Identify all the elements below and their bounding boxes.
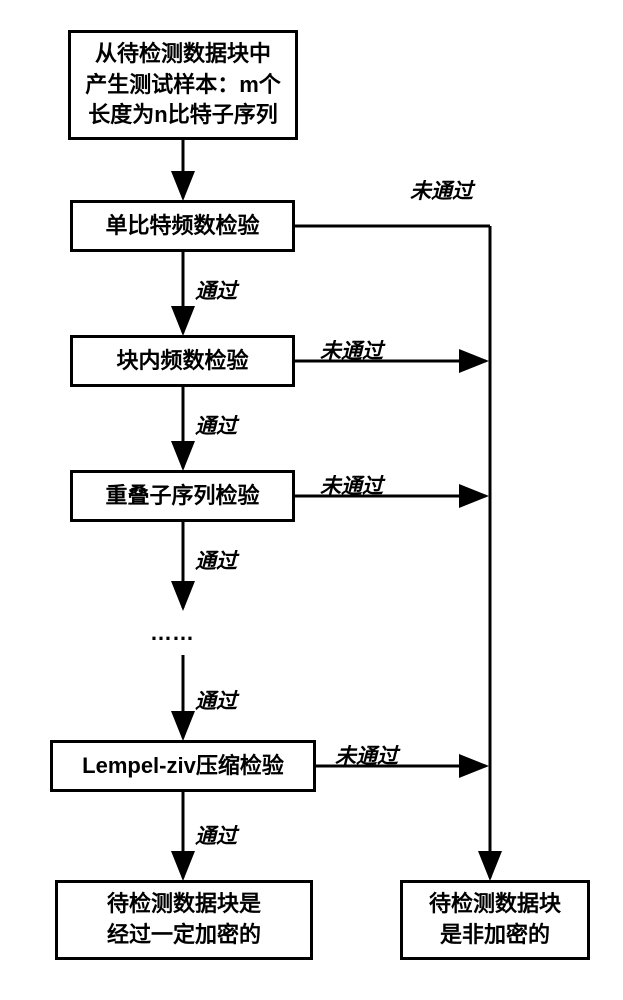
step2-box: 块内频数检验 (70, 335, 295, 387)
start-line3: 长度为n比特子序列 (85, 100, 281, 131)
result-pass-box: 待检测数据块是 经过一定加密的 (55, 880, 313, 960)
start-line1: 从待检测数据块中 (85, 39, 281, 70)
label-pass-5: 通过 (195, 820, 237, 850)
fail-line2: 是非加密的 (429, 920, 561, 951)
label-fail-4: 未通过 (335, 740, 398, 770)
step2-text: 块内频数检验 (116, 346, 248, 377)
result-fail-box: 待检测数据块 是非加密的 (400, 880, 590, 960)
label-fail-3: 未通过 (320, 470, 383, 500)
step3-box: 重叠子序列检验 (70, 470, 295, 522)
pass-line1: 待检测数据块是 (107, 889, 261, 920)
pass-line2: 经过一定加密的 (107, 920, 261, 951)
ellipsis: …… (150, 620, 194, 646)
label-pass-1: 通过 (195, 275, 237, 305)
start-box: 从待检测数据块中 产生测试样本：m个 长度为n比特子序列 (68, 30, 298, 140)
step4-box: Lempel-ziv压缩检验 (50, 740, 316, 792)
label-pass-3: 通过 (195, 545, 237, 575)
start-line2: 产生测试样本：m个 (85, 70, 281, 101)
label-fail-2: 未通过 (320, 335, 383, 365)
label-pass-2: 通过 (195, 410, 237, 440)
step1-text: 单比特频数检验 (105, 211, 259, 242)
step1-box: 单比特频数检验 (70, 200, 295, 252)
label-pass-4: 通过 (195, 685, 237, 715)
step4-text: Lempel-ziv压缩检验 (82, 751, 284, 782)
step3-text: 重叠子序列检验 (105, 481, 259, 512)
label-fail-1: 未通过 (410, 175, 473, 205)
fail-line1: 待检测数据块 (429, 889, 561, 920)
